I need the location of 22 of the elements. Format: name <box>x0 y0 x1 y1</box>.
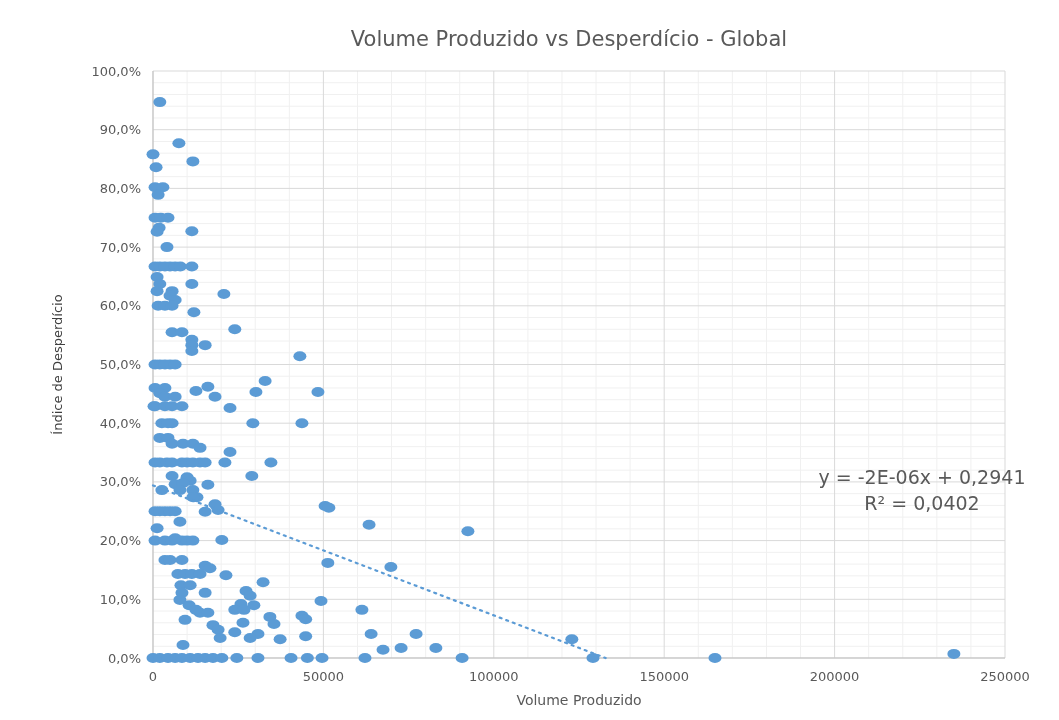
x-tick-label: 200000 <box>809 669 860 684</box>
y-tick-label: 0,0% <box>107 650 141 666</box>
y-tick-label: 60,0% <box>99 298 141 314</box>
y-axis-title: Índice de Desperdício <box>50 294 65 435</box>
x-tick-label: 150000 <box>639 669 690 684</box>
y-tick-label: 70,0% <box>99 239 141 255</box>
y-tick-label: 100,0% <box>91 63 141 79</box>
annotation: R² = 0,0402 <box>864 492 980 514</box>
x-tick-label: 100000 <box>468 669 519 684</box>
y-tick-label: 40,0% <box>99 415 141 431</box>
y-tick-label: 20,0% <box>99 533 141 549</box>
y-tick-label: 80,0% <box>99 180 141 196</box>
x-tick-label: 250000 <box>980 669 1030 684</box>
y-tick-label: 90,0% <box>99 122 141 138</box>
chart-title: Volume Produzido vs Desperdício - Global <box>350 27 788 51</box>
annotation: y = -2E-06x + 0,2941 <box>818 466 1026 488</box>
x-axis-title: Volume Produzido <box>516 692 642 708</box>
y-tick-label: 10,0% <box>99 591 141 607</box>
x-tick-label: 0 <box>148 669 158 684</box>
y-tick-label: 50,0% <box>99 357 141 373</box>
x-tick-label: 50000 <box>302 669 345 684</box>
y-tick-label: 30,0% <box>99 474 141 490</box>
